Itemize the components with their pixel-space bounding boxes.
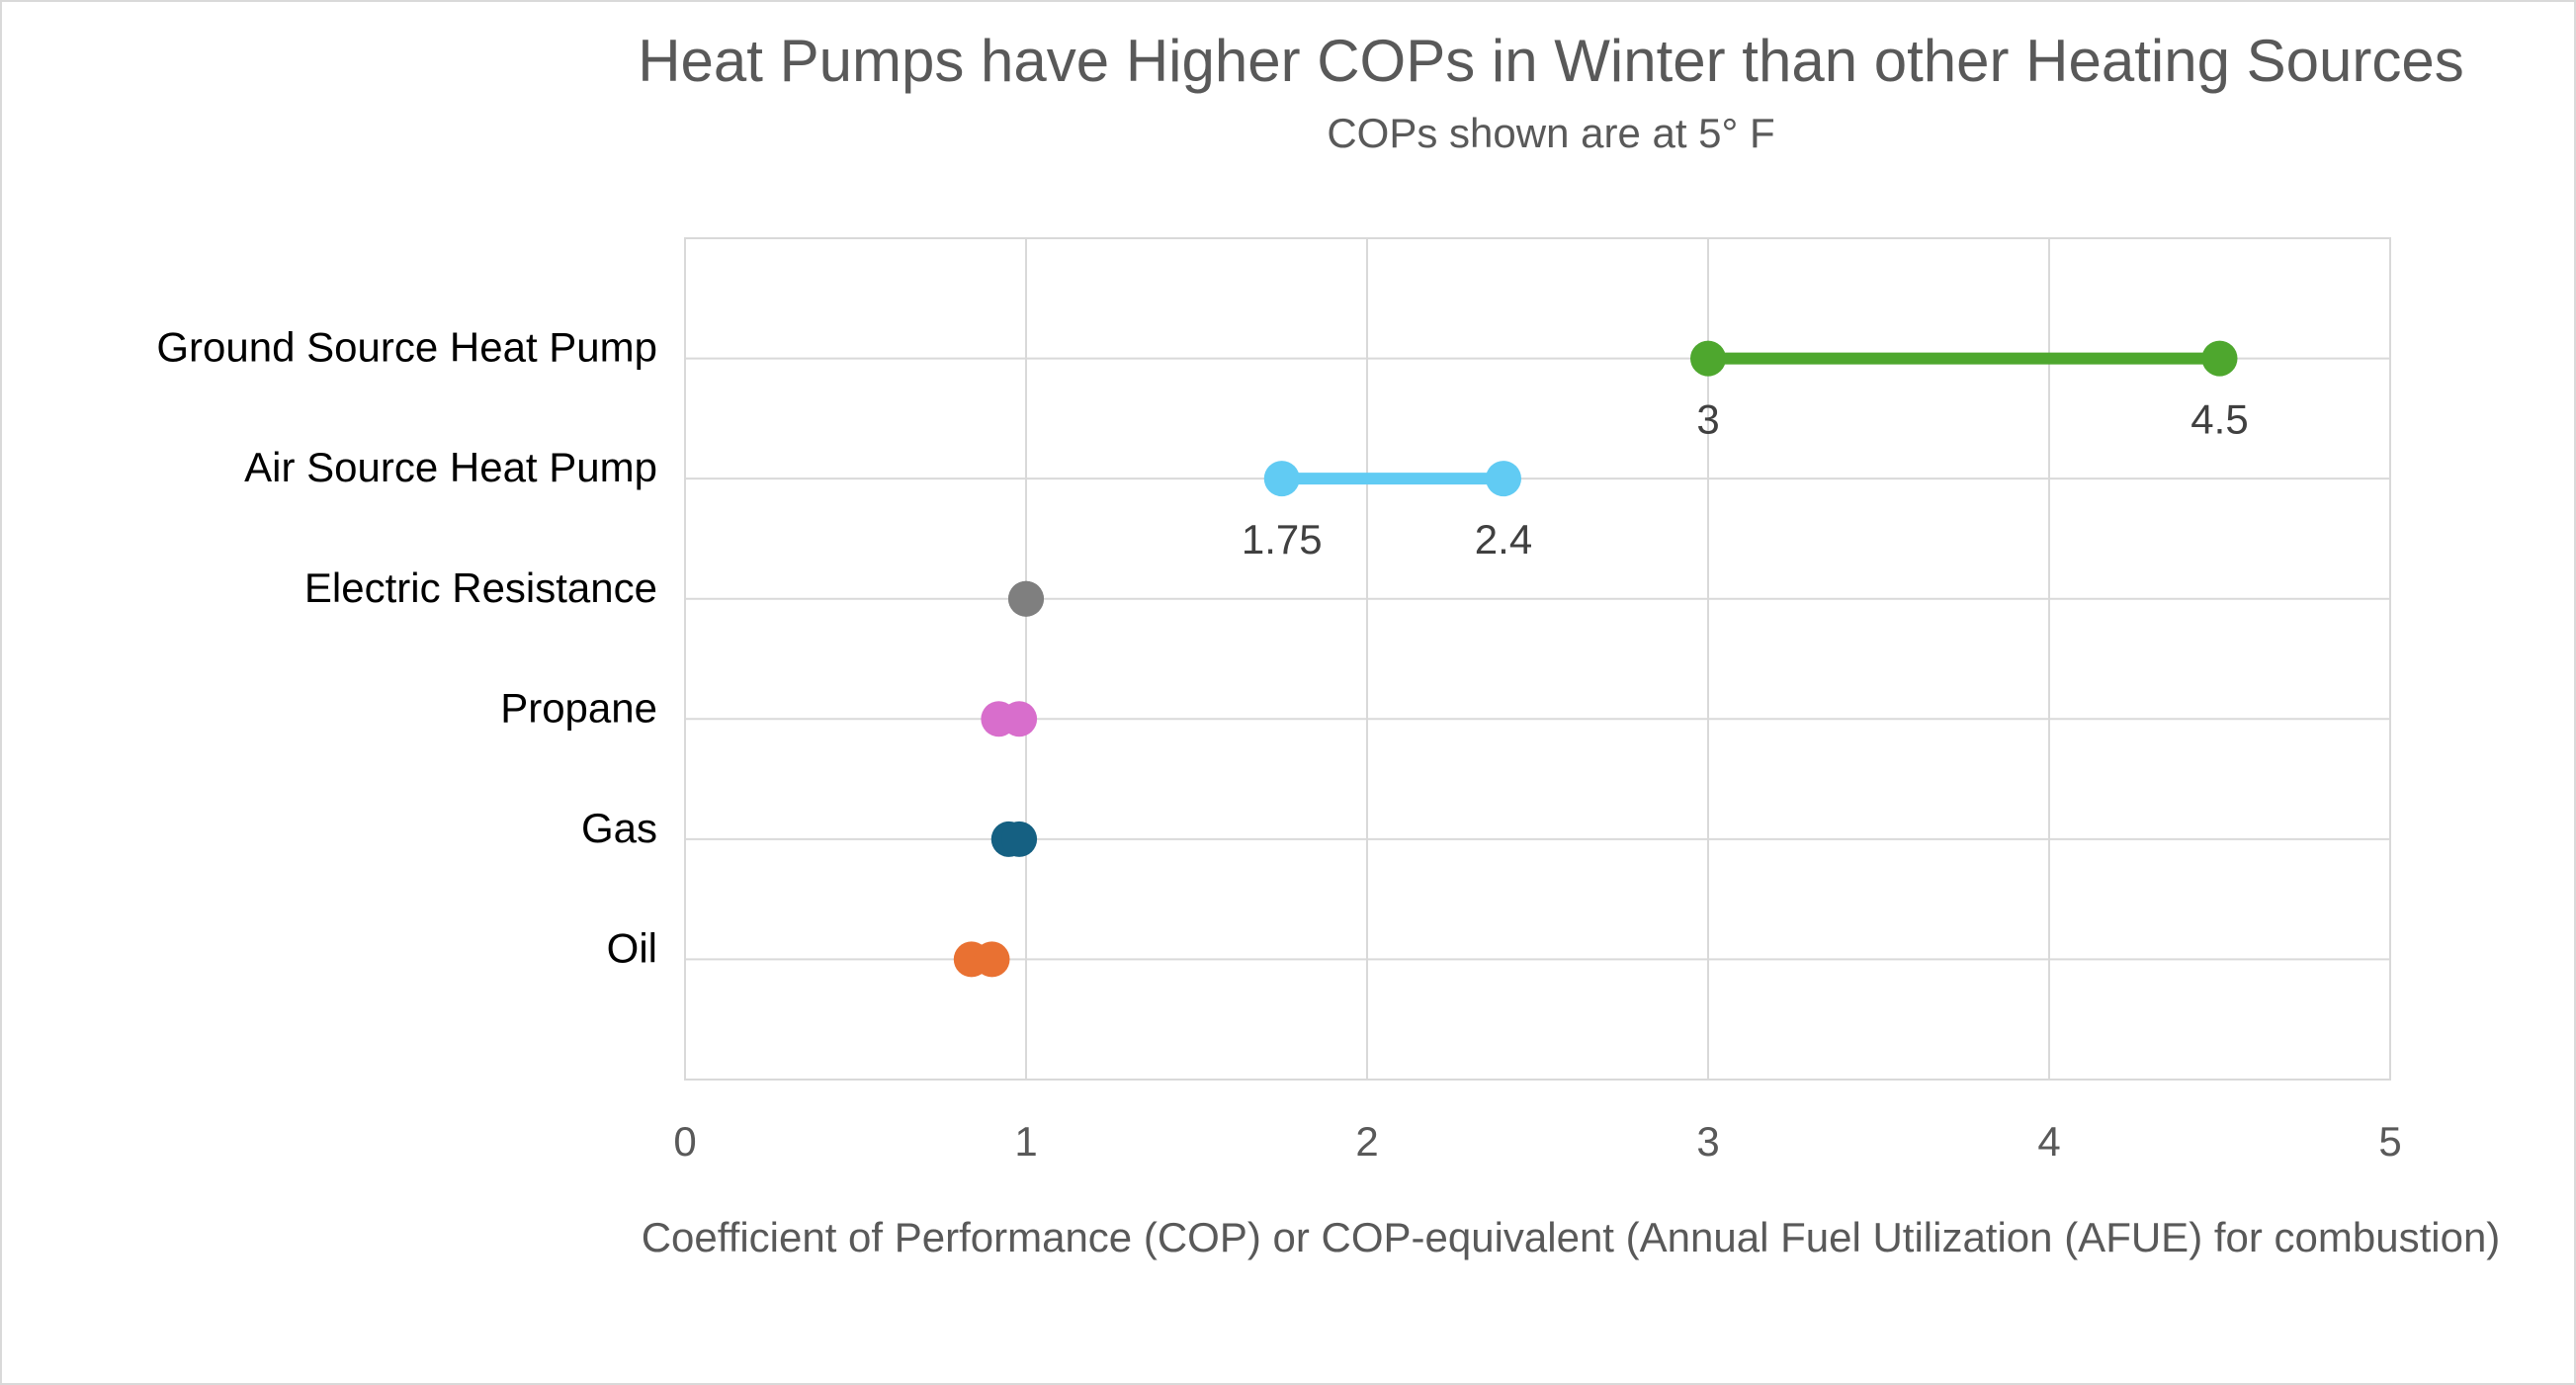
- chart-subtitle: COPs shown are at 5° F: [1327, 110, 1774, 156]
- high-dot: [1008, 580, 1044, 617]
- x-tick-label: 4: [2037, 1118, 2060, 1165]
- data-label: 1.75: [1242, 516, 1323, 563]
- high-dot: [1486, 461, 1521, 497]
- high-dot: [2201, 340, 2238, 377]
- low-dot: [1690, 340, 1726, 377]
- data-label: 4.5: [2190, 396, 2248, 443]
- x-tick-label: 5: [2378, 1118, 2401, 1165]
- x-tick-label: 1: [1014, 1118, 1037, 1165]
- low-dot: [1263, 461, 1300, 497]
- x-tick-label: 3: [1696, 1118, 1719, 1165]
- y-tick-label: Oil: [607, 925, 657, 972]
- y-tick-label: Ground Source Heat Pump: [156, 324, 657, 371]
- x-axis-title: Coefficient of Performance (COP) or COP-…: [642, 1214, 2501, 1260]
- data-label: 2.4: [1475, 516, 1532, 563]
- high-dot: [974, 941, 1010, 978]
- y-tick-label: Air Source Heat Pump: [244, 444, 657, 490]
- high-dot: [1001, 821, 1038, 857]
- high-dot: [1001, 701, 1038, 737]
- data-label: 3: [1696, 396, 1719, 443]
- y-tick-label: Gas: [581, 805, 657, 851]
- y-tick-label: Propane: [500, 684, 657, 731]
- chart-title: Heat Pumps have Higher COPs in Winter th…: [638, 28, 2464, 94]
- x-tick-label: 0: [673, 1118, 696, 1165]
- y-tick-label: Electric Resistance: [304, 564, 657, 611]
- x-tick-label: 2: [1355, 1118, 1378, 1165]
